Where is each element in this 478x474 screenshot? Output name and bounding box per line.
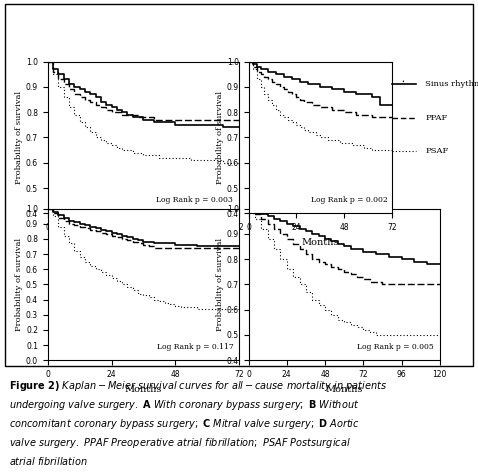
Text: $\bf{Figure\ 2)}$ $\it{Kaplan-Meier\ survival\ curves\ for\ all-cause\ mortality: $\bf{Figure\ 2)}$ $\it{Kaplan-Meier\ sur… <box>10 379 388 467</box>
Text: PPAF: PPAF <box>425 114 448 122</box>
X-axis label: Months: Months <box>302 237 339 246</box>
X-axis label: Months: Months <box>125 237 162 246</box>
Text: Log Rank p = 0.002: Log Rank p = 0.002 <box>311 196 388 204</box>
Text: Log Rank p = 0.117: Log Rank p = 0.117 <box>156 343 233 351</box>
Y-axis label: Probability of survival: Probability of survival <box>216 238 224 331</box>
Y-axis label: Probability of survival: Probability of survival <box>15 238 23 331</box>
Text: Sinus rhythm: Sinus rhythm <box>425 81 478 88</box>
Text: Log Rank p = 0.003: Log Rank p = 0.003 <box>156 196 233 204</box>
Y-axis label: Probability of survival: Probability of survival <box>15 91 23 184</box>
X-axis label: Months: Months <box>326 384 363 393</box>
Text: PSAF: PSAF <box>425 147 449 155</box>
FancyBboxPatch shape <box>5 4 473 366</box>
X-axis label: Months: Months <box>125 384 162 393</box>
Text: Log Rank p = 0.005: Log Rank p = 0.005 <box>357 343 434 351</box>
Y-axis label: Probability of survival: Probability of survival <box>216 91 224 184</box>
